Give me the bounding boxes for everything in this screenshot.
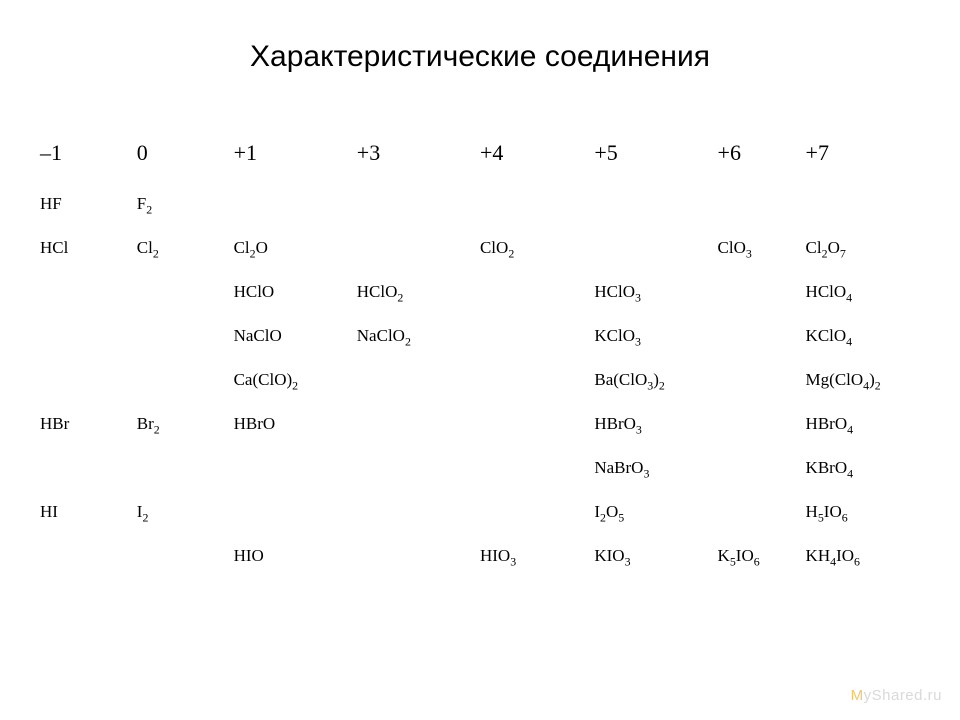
table-cell: HCl — [40, 226, 137, 270]
table-cell — [357, 358, 480, 402]
table-cell: KBrO4 — [806, 446, 920, 490]
table-row: HII2 I2O5 H5IO6 — [40, 490, 920, 534]
table-cell — [480, 270, 594, 314]
table-body: –10+1+3+4+5+6+7HFF2HClCl2Cl2OClO2ClO3Cl2… — [40, 124, 920, 578]
table-cell: NaClO2 — [357, 314, 480, 358]
table-cell — [718, 314, 806, 358]
table-cell: KClO3 — [594, 314, 717, 358]
table-cell — [357, 490, 480, 534]
table-cell: Cl2O7 — [806, 226, 920, 270]
table-row: HBrBr2HBrO HBrO3 HBrO4 — [40, 402, 920, 446]
table-header-row: –10+1+3+4+5+6+7 — [40, 124, 920, 182]
table-cell: HBrO — [234, 402, 357, 446]
table-header-cell: –1 — [40, 124, 137, 182]
slide-title: Характеристические соединения — [40, 40, 920, 74]
table-cell — [594, 226, 717, 270]
table-header-cell: +4 — [480, 124, 594, 182]
table-cell — [480, 314, 594, 358]
table-cell: HClO3 — [594, 270, 717, 314]
table-cell — [137, 446, 234, 490]
table-cell — [137, 314, 234, 358]
table-cell: I2 — [137, 490, 234, 534]
table-cell: HBrO3 — [594, 402, 717, 446]
table-cell — [137, 270, 234, 314]
table-cell: Cl2 — [137, 226, 234, 270]
table-row: HFF2 — [40, 182, 920, 226]
table-header-cell: 0 — [137, 124, 234, 182]
table-cell — [718, 402, 806, 446]
table-row: NaBrO3 KBrO4 — [40, 446, 920, 490]
table-cell: Mg(ClO4)2 — [806, 358, 920, 402]
table-row: HIO HIO3KIO3K5IO6KH4IO6 — [40, 534, 920, 578]
table-header-cell: +7 — [806, 124, 920, 182]
oxidation-table: –10+1+3+4+5+6+7HFF2HClCl2Cl2OClO2ClO3Cl2… — [40, 124, 920, 578]
table-cell: HIO3 — [480, 534, 594, 578]
table-cell: Ba(ClO3)2 — [594, 358, 717, 402]
table-cell — [357, 534, 480, 578]
table-cell: HClO2 — [357, 270, 480, 314]
table-cell — [137, 534, 234, 578]
table-cell — [480, 358, 594, 402]
table-cell: F2 — [137, 182, 234, 226]
table-row: HClOHClO2 HClO3 HClO4 — [40, 270, 920, 314]
table-cell — [357, 402, 480, 446]
table-cell — [40, 446, 137, 490]
table-cell — [480, 182, 594, 226]
table-cell: H5IO6 — [806, 490, 920, 534]
table-cell — [806, 182, 920, 226]
table-cell — [718, 358, 806, 402]
table-cell — [357, 446, 480, 490]
table-cell: HBr — [40, 402, 137, 446]
table-cell: HClO4 — [806, 270, 920, 314]
table-cell — [594, 182, 717, 226]
table-cell — [480, 446, 594, 490]
table-cell: ClO2 — [480, 226, 594, 270]
table-cell — [234, 182, 357, 226]
table-cell: HClO — [234, 270, 357, 314]
table-cell — [40, 314, 137, 358]
table-cell — [234, 446, 357, 490]
table-cell — [718, 490, 806, 534]
table-cell — [357, 226, 480, 270]
table-cell — [480, 490, 594, 534]
table-header-cell: +3 — [357, 124, 480, 182]
table-cell: HIO — [234, 534, 357, 578]
table-cell: KClO4 — [806, 314, 920, 358]
table-cell: HBrO4 — [806, 402, 920, 446]
watermark-prefix: M — [851, 687, 864, 704]
table-cell — [718, 182, 806, 226]
table-cell — [357, 182, 480, 226]
table-cell: Br2 — [137, 402, 234, 446]
watermark-text: yShared.ru — [864, 687, 942, 704]
table-cell: NaClO — [234, 314, 357, 358]
table-cell — [718, 270, 806, 314]
table-row: Ca(ClO)2 Ba(ClO3)2 Mg(ClO4)2 — [40, 358, 920, 402]
watermark: MyShared.ru — [851, 687, 942, 704]
table-cell — [40, 270, 137, 314]
table-cell: HF — [40, 182, 137, 226]
table-header-cell: +5 — [594, 124, 717, 182]
table-cell — [480, 402, 594, 446]
table-cell: I2O5 — [594, 490, 717, 534]
table-header-cell: +6 — [718, 124, 806, 182]
table-cell — [234, 490, 357, 534]
table-cell — [718, 446, 806, 490]
table-cell — [40, 358, 137, 402]
table-cell — [40, 534, 137, 578]
table-header-cell: +1 — [234, 124, 357, 182]
table-cell: KH4IO6 — [806, 534, 920, 578]
slide: Характеристические соединения –10+1+3+4+… — [0, 0, 960, 720]
table-cell: Cl2O — [234, 226, 357, 270]
table-cell: KIO3 — [594, 534, 717, 578]
table-row: HClCl2Cl2O ClO2 ClO3Cl2O7 — [40, 226, 920, 270]
table-cell: Ca(ClO)2 — [234, 358, 357, 402]
table-row: NaClONaClO2 KClO3 KClO4 — [40, 314, 920, 358]
table-cell: K5IO6 — [718, 534, 806, 578]
table-cell: NaBrO3 — [594, 446, 717, 490]
table-cell: ClO3 — [718, 226, 806, 270]
table-cell: HI — [40, 490, 137, 534]
table-cell — [137, 358, 234, 402]
